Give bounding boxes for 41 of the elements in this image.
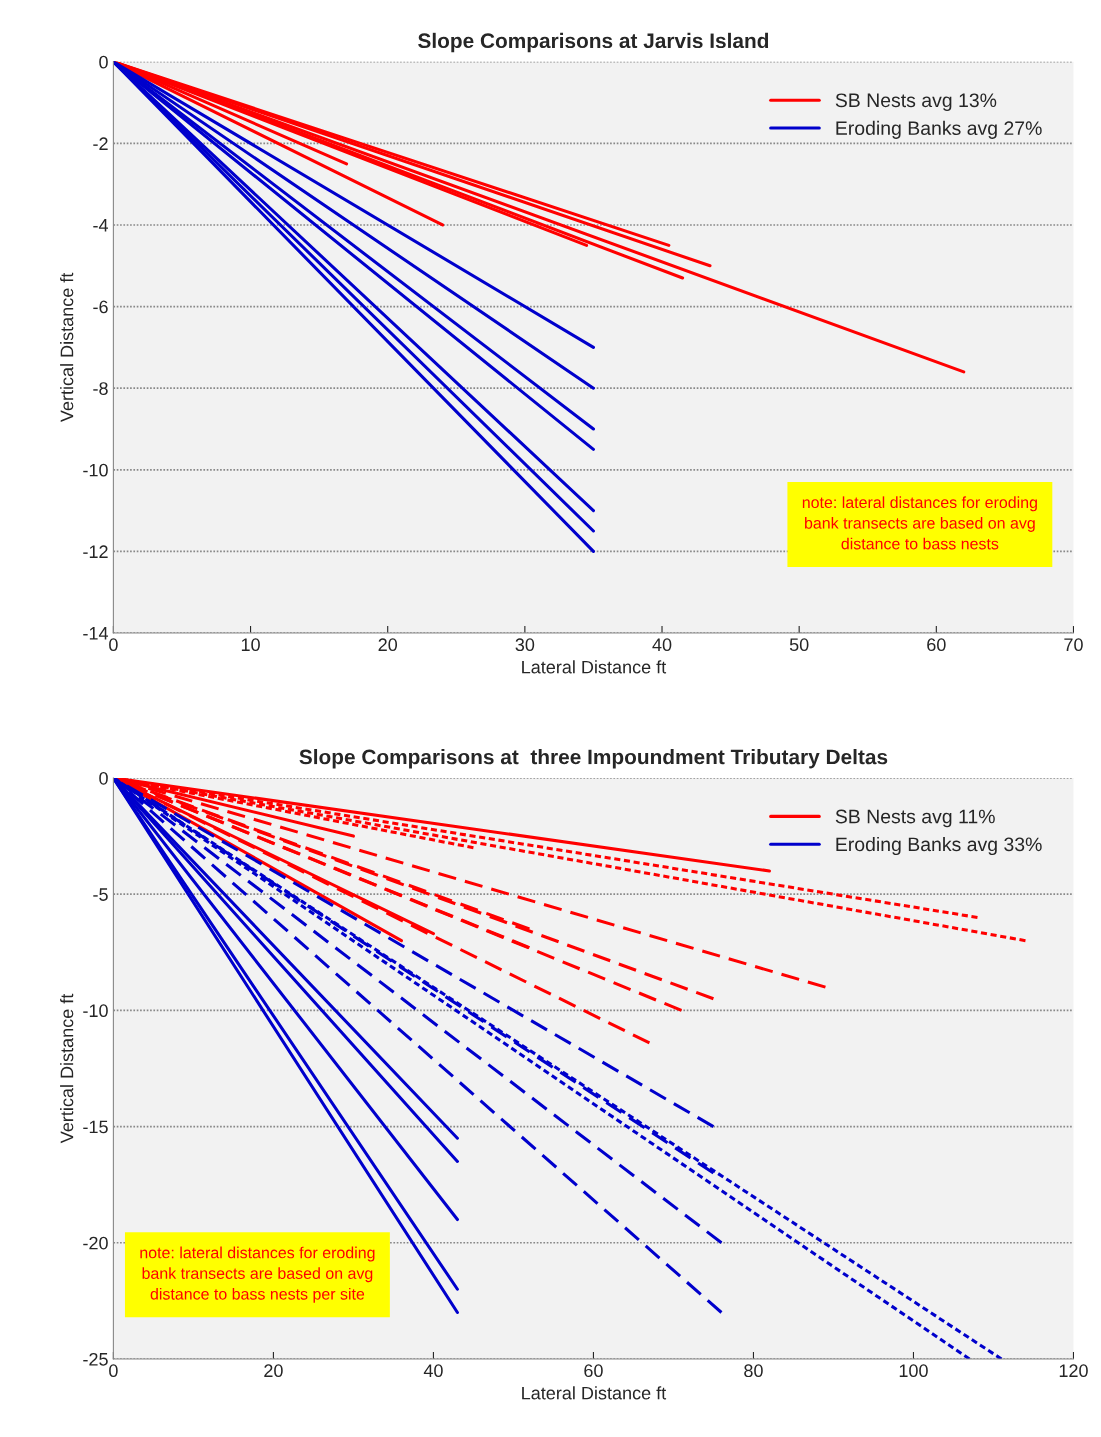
y-tick-label: -10 — [83, 1004, 108, 1018]
y-tick-label: -6 — [93, 300, 108, 314]
x-tick-label: 80 — [744, 1364, 763, 1378]
y-tick-label: -15 — [83, 1120, 108, 1134]
x-tick-label: 0 — [109, 1364, 118, 1378]
y-tick-label: -20 — [83, 1236, 108, 1250]
x-axis-title: Lateral Distance ft — [522, 1386, 667, 1400]
y-tick-label: -4 — [93, 219, 109, 232]
x-tick-label: 60 — [584, 1364, 603, 1378]
x-tick-label: 100 — [899, 1364, 928, 1378]
y-tick-label: 0 — [99, 771, 108, 785]
y-tick-label: -5 — [93, 888, 108, 901]
y-tick-label: -8 — [93, 382, 108, 395]
x-tick-label: 10 — [241, 638, 260, 652]
y-axis-title: Vertical Distance ft — [60, 272, 74, 423]
annotation: note: lateral distances for eroding bank transects are based on avg distance to bass nests per site — [140, 1246, 375, 1303]
annotation: note: lateral distances for eroding bank transects are based on avg distance to bass nests — [802, 496, 1037, 550]
x-tick-label: 40 — [652, 638, 672, 652]
y-tick-label: -14 — [83, 627, 109, 640]
x-tick-label: 120 — [1059, 1364, 1088, 1378]
legend-label: SB Nests avg 13% — [835, 93, 997, 112]
y-tick-label: -2 — [93, 137, 108, 150]
legend-label: Eroding Banks avg 27% — [836, 120, 1042, 139]
y-tick-label: -12 — [83, 545, 108, 558]
x-tick-label: 40 — [423, 1364, 443, 1378]
x-tick-label: 50 — [789, 638, 809, 652]
y-tick-label: 0 — [99, 55, 108, 69]
y-axis-title: Vertical Distance ft — [60, 993, 74, 1144]
chart-title: Slope Comparisons at three Impoundment Tributary Deltas — [299, 749, 888, 769]
x-axis-title: Lateral Distance ft — [522, 660, 667, 674]
legend-label: Eroding Banks avg 33% — [836, 836, 1042, 856]
legend-label: SB Nests avg 11% — [835, 809, 995, 828]
chart-title: Slope Comparisons at Jarvis Island — [418, 32, 769, 53]
x-tick-label: 0 — [109, 638, 118, 652]
x-tick-label: 30 — [515, 638, 535, 652]
y-tick-label: -25 — [83, 1352, 108, 1366]
x-tick-label: 20 — [264, 1364, 283, 1378]
x-tick-label: 60 — [927, 638, 946, 652]
y-tick-label: -10 — [83, 463, 108, 477]
x-tick-label: 20 — [378, 638, 398, 652]
x-tick-label: 70 — [1064, 638, 1083, 652]
